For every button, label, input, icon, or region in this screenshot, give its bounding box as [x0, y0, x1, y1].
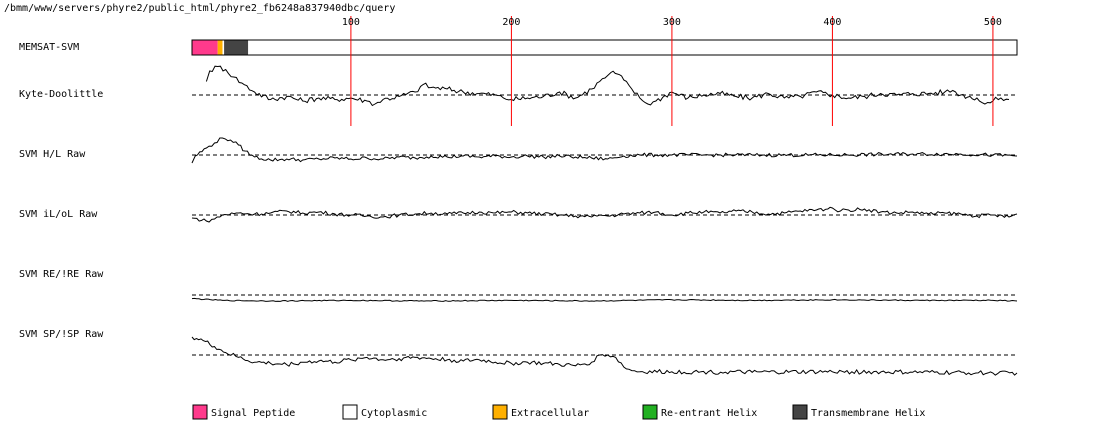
series-line-5 [191, 297, 1018, 302]
legend-label-2: Cytoplasmic [361, 408, 427, 419]
track-label-4: SVM iL/oL Raw [19, 209, 98, 220]
tick-label-500: 500 [984, 17, 1002, 28]
track-label-3: SVM H/L Raw [19, 149, 86, 160]
tick-label-100: 100 [342, 17, 360, 28]
track-label-6: SVM SP/!SP Raw [19, 329, 104, 340]
series-line-6 [191, 336, 1018, 376]
track-label-5: SVM RE/!RE Raw [19, 269, 104, 280]
tick-label-200: 200 [502, 17, 520, 28]
topology-segment-5 [248, 40, 1017, 55]
track-label-1: MEMSAT-SVM [19, 42, 79, 53]
series-line-3 [191, 137, 1018, 164]
legend-swatch-4 [642, 404, 658, 420]
page-title: /bmm/www/servers/phyre2/public_html/phyr… [4, 3, 396, 14]
track-label-2: Kyte-Doolittle [19, 89, 103, 100]
topology-track-border [191, 39, 1018, 56]
legend-swatch-3 [492, 404, 508, 420]
series-line-2 [205, 65, 1010, 107]
topology-segment-4 [224, 40, 249, 55]
legend-label-4: Re-entrant Helix [661, 408, 757, 419]
legend-swatch-2 [342, 404, 358, 420]
legend-label-3: Extracellular [511, 408, 589, 419]
tick-label-300: 300 [663, 17, 681, 28]
series-line-4 [191, 206, 1018, 223]
topology-segment-2 [217, 40, 223, 55]
legend-swatch-5 [792, 404, 808, 420]
topology-segment-3 [222, 40, 225, 55]
legend-label-5: Transmembrane Helix [811, 408, 925, 419]
legend-swatch-1 [192, 404, 208, 420]
topology-segment-1 [192, 40, 218, 55]
tick-label-400: 400 [823, 17, 841, 28]
legend-label-1: Signal Peptide [211, 408, 295, 419]
